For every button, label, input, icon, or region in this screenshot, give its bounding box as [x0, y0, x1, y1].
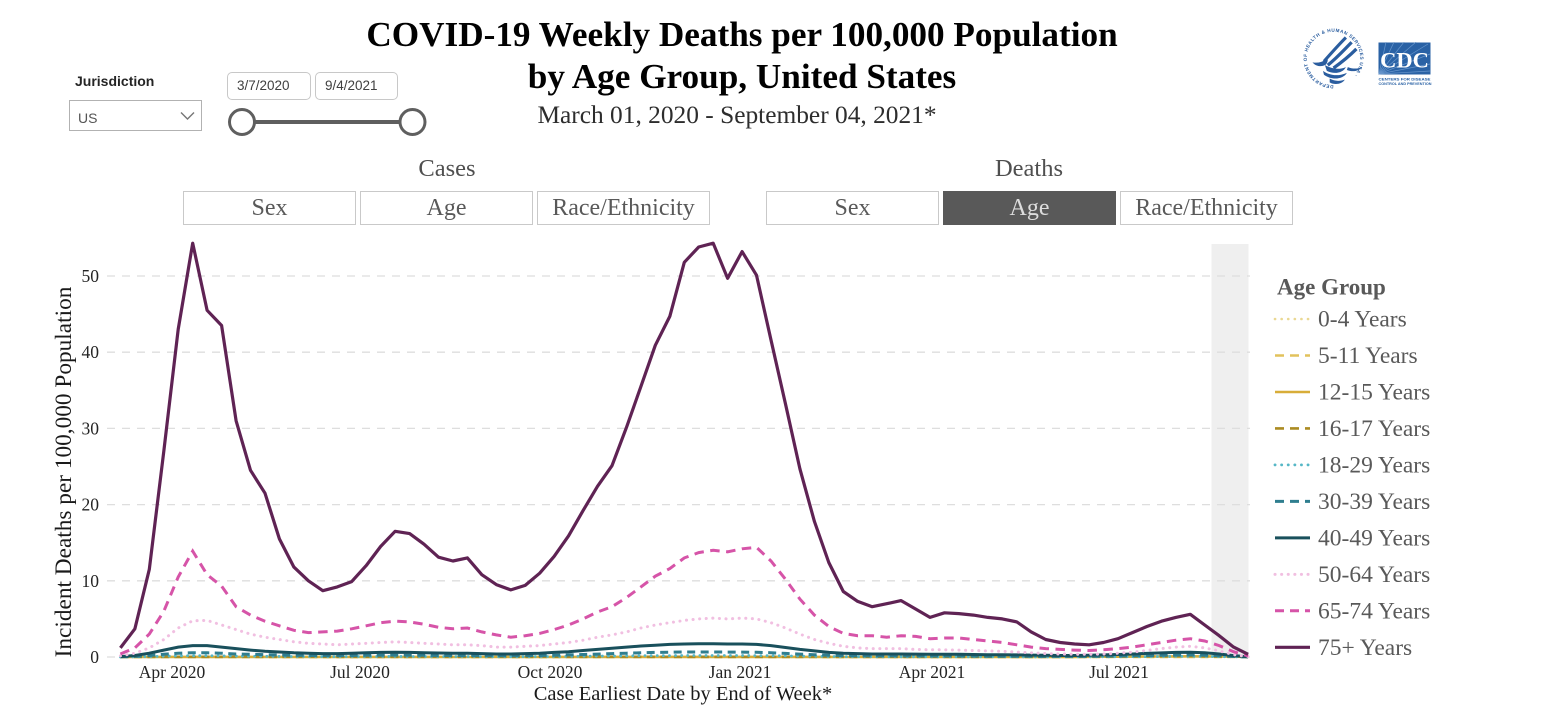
- svg-text:12-15 Years: 12-15 Years: [1318, 380, 1430, 406]
- svg-text:Jan 2021: Jan 2021: [709, 662, 772, 682]
- svg-text:5-11 Years: 5-11 Years: [1318, 343, 1418, 369]
- svg-text:0: 0: [90, 647, 99, 667]
- svg-text:20: 20: [82, 495, 100, 515]
- svg-text:50: 50: [82, 266, 100, 286]
- svg-text:Jul 2020: Jul 2020: [330, 662, 390, 682]
- svg-text:0-4 Years: 0-4 Years: [1318, 307, 1407, 333]
- svg-text:Jul 2021: Jul 2021: [1089, 662, 1149, 682]
- svg-text:65-74 Years: 65-74 Years: [1318, 598, 1430, 624]
- svg-text:Age Group: Age Group: [1277, 275, 1386, 300]
- svg-text:Incident Deaths per 100,000 Po: Incident Deaths per 100,000 Population: [51, 286, 77, 657]
- svg-text:30-39 Years: 30-39 Years: [1318, 489, 1430, 515]
- svg-text:CONTROL AND PREVENTION: CONTROL AND PREVENTION: [1379, 82, 1433, 86]
- svg-text:CENTERS FOR DISEASE: CENTERS FOR DISEASE: [1379, 78, 1432, 82]
- svg-text:16-17 Years: 16-17 Years: [1318, 416, 1430, 442]
- svg-text:40-49 Years: 40-49 Years: [1318, 525, 1430, 551]
- svg-text:Apr 2021: Apr 2021: [899, 662, 966, 682]
- svg-text:40: 40: [82, 342, 100, 362]
- svg-text:Case Earliest Date by End of W: Case Earliest Date by End of Week*: [534, 683, 833, 705]
- svg-text:18-29 Years: 18-29 Years: [1318, 452, 1430, 478]
- svg-text:30: 30: [82, 418, 100, 438]
- svg-text:10: 10: [82, 571, 100, 591]
- svg-text:CDC: CDC: [1380, 48, 1429, 73]
- svg-text:50-64 Years: 50-64 Years: [1318, 562, 1430, 588]
- svg-text:Apr 2020: Apr 2020: [139, 662, 206, 682]
- svg-text:Oct 2020: Oct 2020: [518, 662, 583, 682]
- svg-text:75+ Years: 75+ Years: [1318, 635, 1412, 661]
